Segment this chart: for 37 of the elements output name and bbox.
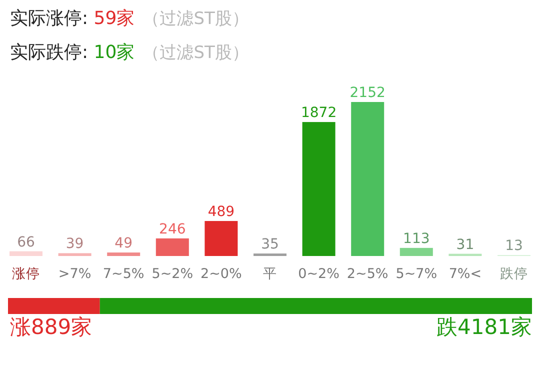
x-tick-label: 7~5% [102, 266, 144, 282]
data-label: 66 [17, 234, 35, 250]
data-label: 涨889家 [10, 315, 92, 339]
bar [400, 248, 433, 256]
x-tick-label: 2~0% [200, 266, 242, 282]
data-label: 跌4181家 [436, 315, 532, 339]
chart-subtitle: 实际跌停: 10家 [10, 42, 135, 63]
x-tick-label: 5~2% [152, 266, 194, 282]
x-tick-label: 0~2% [298, 266, 340, 282]
data-label: 246 [159, 221, 186, 238]
x-tick-label: 涨停 [12, 266, 40, 282]
x-tick-label: 7%< [448, 266, 482, 282]
text: （过滤ST股） [142, 43, 249, 63]
data-label: 35 [261, 236, 279, 252]
data-label: 31 [456, 236, 474, 253]
data-label: 1872 [300, 105, 337, 122]
x-tick-label: >7% [58, 266, 92, 282]
bar [156, 238, 189, 256]
text: （过滤ST股） [142, 9, 249, 29]
data-label: 2152 [350, 85, 386, 101]
x-tick-label: 跌停 [500, 266, 528, 282]
bar [302, 122, 336, 256]
x-tick-label: 5~7% [396, 266, 438, 282]
bar [107, 252, 140, 256]
data-label: 13 [505, 238, 523, 254]
x-tick-label: 2~5% [346, 266, 388, 282]
data-label: 49 [114, 235, 133, 252]
data-label: 113 [403, 230, 430, 247]
chart-title: 实际涨停: 59家 [10, 8, 135, 29]
bar [58, 253, 92, 256]
bar [351, 102, 384, 256]
bar [204, 221, 238, 256]
data-label: 39 [66, 236, 84, 252]
data-label: 489 [208, 204, 235, 220]
bar [254, 253, 286, 256]
bar [10, 251, 42, 256]
x-tick-label: 平 [263, 266, 277, 282]
